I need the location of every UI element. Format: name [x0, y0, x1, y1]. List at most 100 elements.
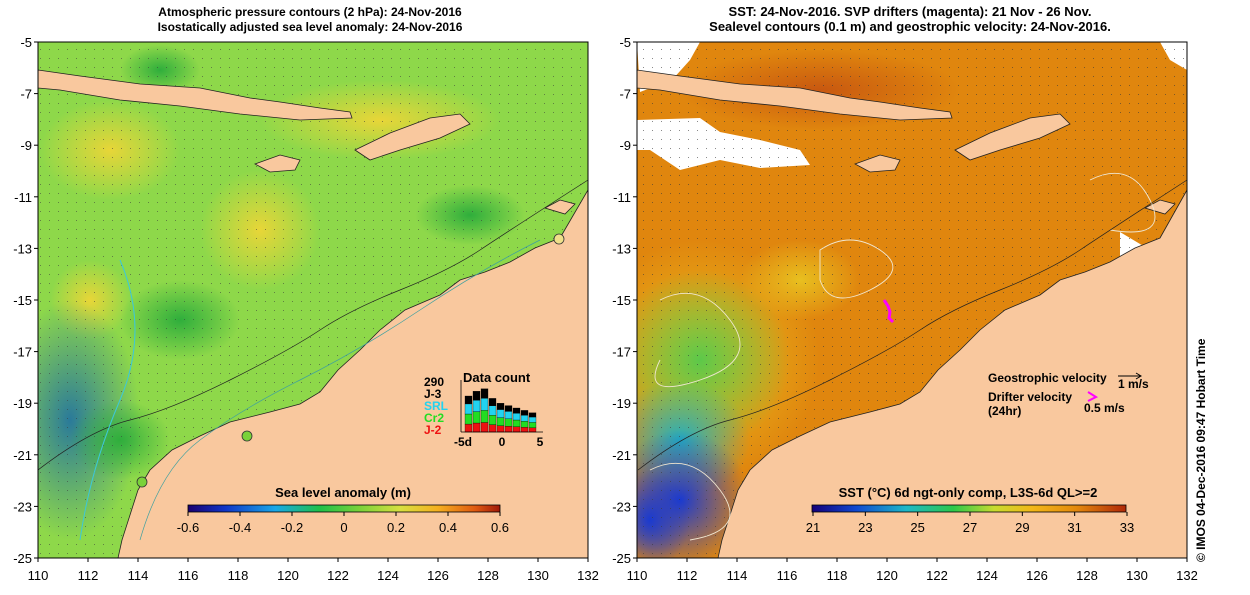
data-count-x-tick: 5 [537, 435, 544, 449]
sealevel-contour [819, 239, 894, 299]
data-count-max: 290 [424, 375, 444, 389]
x-tick-label: 118 [228, 568, 249, 583]
tide-gauge-marker [241, 430, 253, 442]
x-tick-label: 120 [876, 568, 898, 583]
colorbar-tick-label: 0.4 [439, 520, 457, 535]
colorbar-tick-label: 27 [963, 520, 977, 535]
x-tick-label: 122 [327, 568, 349, 583]
x-tick-label: 124 [377, 568, 399, 583]
timor-island-sst [954, 113, 1071, 161]
x-tick-label: 130 [1126, 568, 1148, 583]
data-count-bar-segment [504, 418, 513, 427]
data-count-bar-segment [512, 407, 521, 414]
left-title-line2: Isostatically adjusted sea level anomaly… [158, 20, 463, 34]
nusa-tenggara-islands-sst [637, 69, 953, 121]
y-tick-label: -7 [619, 87, 631, 102]
geostrophic-velocity-scale: 1 m/s [1118, 377, 1149, 391]
y-tick-label: -13 [612, 241, 631, 256]
data-count-bar-segment [496, 425, 505, 433]
shelf-contour [637, 179, 1187, 471]
right-x-axis: 110 112 114 116 118 120 122 124 126 128 130 132 [627, 558, 1198, 583]
y-tick-label: -7 [20, 87, 32, 102]
data-count-bar-segment [480, 398, 489, 411]
right-panel: SST: 24-Nov-2016. SVP drifters (magenta)… [612, 4, 1198, 583]
right-y-axis: -5 -7 -9 -11 -13 -15 -17 -19 -21 -23 -25 [612, 35, 637, 566]
sealevel-contour [654, 292, 741, 388]
data-count-bar-segment [520, 410, 529, 416]
mission-label: SRL [424, 399, 448, 413]
data-count-bar-segment [488, 415, 497, 425]
y-tick-label: -9 [619, 138, 631, 153]
svp-drifter-track [882, 299, 895, 324]
data-count-bar-segment [528, 422, 537, 428]
x-tick-label: 126 [1026, 568, 1048, 583]
colorbar-tick-label: 25 [910, 520, 924, 535]
drifter-velocity-scale: 0.5 m/s [1084, 401, 1125, 415]
data-count-bar-segment [472, 400, 481, 412]
tanimbar-island [543, 199, 576, 215]
colorbar-tick-label: -0.4 [229, 520, 251, 535]
data-count-bar-segment [528, 412, 537, 418]
data-count-bar-segment [528, 416, 537, 423]
sst-colorbar: SST (°C) 6d ngt-only comp, L3S-6d QL>=2 … [806, 485, 1134, 535]
y-tick-label: -17 [13, 345, 32, 360]
right-title-line1: SST: 24-Nov-2016. SVP drifters (magenta)… [729, 4, 1092, 19]
left-x-axis: 110 112 114 116 118 120 122 124 126 128 130 132 [28, 558, 599, 583]
right-title-line2: Sealevel contours (0.1 m) and geostrophi… [709, 19, 1111, 34]
data-count-bar-segment [512, 419, 521, 427]
data-count-bar-segment [464, 403, 473, 415]
data-count-bar-segment [472, 411, 481, 424]
mission-label: J-3 [424, 387, 442, 401]
sst-colorbar-label: SST (°C) 6d ngt-only comp, L3S-6d QL>=2 [839, 485, 1098, 500]
y-tick-label: -5 [20, 35, 32, 50]
y-tick-label: -17 [612, 345, 631, 360]
x-tick-label: 114 [128, 568, 149, 583]
x-tick-label: 128 [1076, 568, 1098, 583]
x-tick-label: 118 [827, 568, 848, 583]
y-tick-label: -19 [612, 396, 631, 411]
timor-island [354, 113, 471, 161]
data-count-bar-segment [488, 398, 497, 406]
y-tick-label: -13 [13, 241, 32, 256]
data-count-bar-segment [480, 422, 489, 433]
data-count-bar-segment [504, 426, 513, 433]
tide-gauge-track [79, 259, 136, 541]
data-count-bar-segment [480, 410, 489, 423]
data-count-title: Data count [463, 370, 531, 385]
geostrophic-velocity-label: Geostrophic velocity [988, 371, 1107, 385]
data-count-bar-segment [528, 427, 537, 433]
imos-credit: © IMOS 04-Dec-2016 09:47 Hobart Time [1194, 338, 1208, 562]
data-count-bar-segment [520, 415, 529, 422]
x-tick-label: 120 [277, 568, 299, 583]
tanimbar-island-sst [1143, 199, 1176, 215]
y-tick-label: -19 [13, 396, 32, 411]
data-count-x-tick: 0 [499, 435, 506, 449]
colorbar-tick-label: -0.6 [177, 520, 199, 535]
sealevel-contour [649, 462, 731, 541]
geostrophic-scale-arrowhead [1135, 372, 1142, 380]
data-count-bar-segment [488, 405, 497, 416]
x-tick-label: 114 [727, 568, 748, 583]
left-panel: Atmospheric pressure contours (2 hPa): 2… [13, 5, 599, 583]
colorbar-tick-label: -0.2 [281, 520, 303, 535]
shelf-contour [38, 179, 588, 471]
colorbar-tick-label: 0 [340, 520, 347, 535]
data-count-bar-segment [504, 405, 513, 412]
colorbar-tick-label: 23 [858, 520, 872, 535]
sla-colorbar: Sea level anomaly (m) -0.6 -0.4 -0.2 0 0.2 0.… [177, 485, 509, 535]
y-tick-label: -11 [14, 190, 32, 205]
x-tick-label: 128 [477, 568, 499, 583]
data-count-bar-segment [480, 388, 489, 399]
sumba-island-sst [854, 154, 901, 173]
x-tick-label: 126 [427, 568, 449, 583]
data-count-bar-segment [464, 395, 473, 405]
y-tick-label: -25 [13, 551, 32, 566]
data-count-bar-segment [464, 423, 473, 433]
x-tick-label: 116 [777, 568, 798, 583]
colorbar-tick-label: 33 [1120, 520, 1134, 535]
y-tick-label: -23 [612, 499, 631, 514]
colorbar-tick-label: 29 [1015, 520, 1029, 535]
mission-label: J-2 [424, 423, 442, 437]
x-tick-label: 110 [28, 568, 49, 583]
shelf-contour [139, 239, 541, 541]
